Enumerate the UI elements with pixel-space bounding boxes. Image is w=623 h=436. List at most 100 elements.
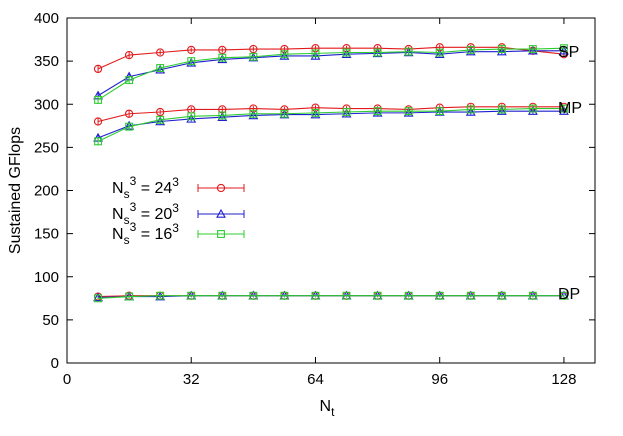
data-point (94, 294, 103, 303)
data-point (435, 48, 444, 57)
data-point (434, 49, 445, 58)
y-tick-label: 350 (34, 53, 59, 70)
data-point (124, 50, 134, 60)
y-tick-label: 0 (51, 355, 59, 372)
series-line (97, 47, 564, 101)
legend-label: Ns3 = 203 (112, 200, 179, 227)
data-point (528, 291, 537, 300)
data-point (249, 52, 258, 61)
series-sp-square (94, 44, 568, 104)
x-tick-label: 32 (183, 371, 200, 388)
data-point (527, 45, 538, 55)
data-point (218, 45, 227, 55)
data-point (187, 291, 196, 300)
data-point (373, 291, 382, 300)
y-tick-label: 300 (34, 96, 59, 113)
data-point (125, 76, 134, 85)
data-point (280, 291, 289, 300)
x-tick-label: 0 (63, 371, 71, 388)
series-line (97, 110, 564, 139)
data-point (93, 292, 103, 302)
data-point (186, 113, 197, 123)
data-point (465, 106, 476, 116)
series-mp-square (94, 104, 568, 146)
data-point (93, 64, 103, 74)
series-dp-square (94, 291, 568, 303)
label-sp: SP (558, 44, 579, 61)
data-point (186, 57, 197, 67)
legend-marker (216, 208, 226, 218)
data-point (559, 104, 568, 113)
data-point (249, 109, 258, 118)
legend-marker (216, 183, 226, 193)
data-point (218, 53, 227, 62)
data-point (94, 95, 103, 104)
label-mp: MP (558, 100, 582, 117)
series-line (98, 295, 564, 299)
data-point (342, 48, 351, 57)
data-point (218, 111, 227, 120)
annotations: SP MP DP (558, 44, 582, 303)
series-sp-triangle (93, 45, 569, 100)
data-point (155, 116, 166, 126)
x-tick-label: 96 (431, 371, 448, 388)
data-point (559, 106, 569, 115)
data-point (559, 44, 568, 53)
data-point (435, 107, 444, 116)
axes: 0 50 100 150 200 250 300 350 400 0 32 64 96 128 Sustai… (7, 10, 596, 419)
series-line (97, 106, 564, 123)
data-point (404, 107, 413, 116)
label-dp: DP (558, 286, 580, 303)
data-point (528, 45, 537, 54)
data-point (125, 292, 134, 301)
x-tick-label: 64 (307, 371, 324, 388)
data-point (466, 291, 475, 300)
data-point (372, 107, 383, 117)
data-point (496, 106, 507, 115)
data-point (248, 110, 259, 120)
data-point (466, 105, 475, 114)
x-axis-label: Nt (320, 398, 336, 419)
legend-marker (217, 230, 225, 238)
legend-label: Ns3 = 243 (112, 174, 179, 201)
data-point (187, 45, 196, 55)
data-point (310, 109, 321, 119)
y-tick-label: 100 (34, 269, 59, 286)
data-point (373, 107, 382, 116)
data-point (403, 107, 414, 117)
data-point (156, 291, 165, 300)
data-point (435, 291, 444, 300)
y-tick-label: 250 (34, 139, 59, 156)
data-point (94, 137, 103, 146)
data-point (404, 47, 413, 56)
series-layer (93, 43, 569, 303)
data-point (217, 112, 228, 121)
data-point (187, 112, 196, 121)
data-point (156, 64, 165, 72)
data-point (217, 54, 228, 64)
data-point (404, 291, 413, 300)
data-point (249, 291, 258, 300)
data-point (187, 57, 196, 66)
series-line (97, 108, 564, 142)
series-line (97, 50, 564, 97)
x-tick-label: 128 (551, 371, 576, 388)
y-axis-label: Sustained GFlops (7, 127, 24, 254)
data-point (497, 291, 506, 300)
data-point (218, 291, 227, 300)
data-point (466, 45, 475, 54)
y-tick-label: 200 (34, 183, 59, 200)
data-point (125, 122, 134, 131)
data-point (311, 49, 320, 58)
data-point (559, 291, 568, 300)
y-tick-label: 150 (34, 226, 59, 243)
data-point (373, 48, 382, 57)
data-point (280, 109, 289, 118)
data-point (497, 105, 506, 114)
data-point (156, 48, 165, 57)
data-point (280, 50, 289, 59)
series-line (97, 46, 565, 70)
data-point (93, 117, 103, 126)
